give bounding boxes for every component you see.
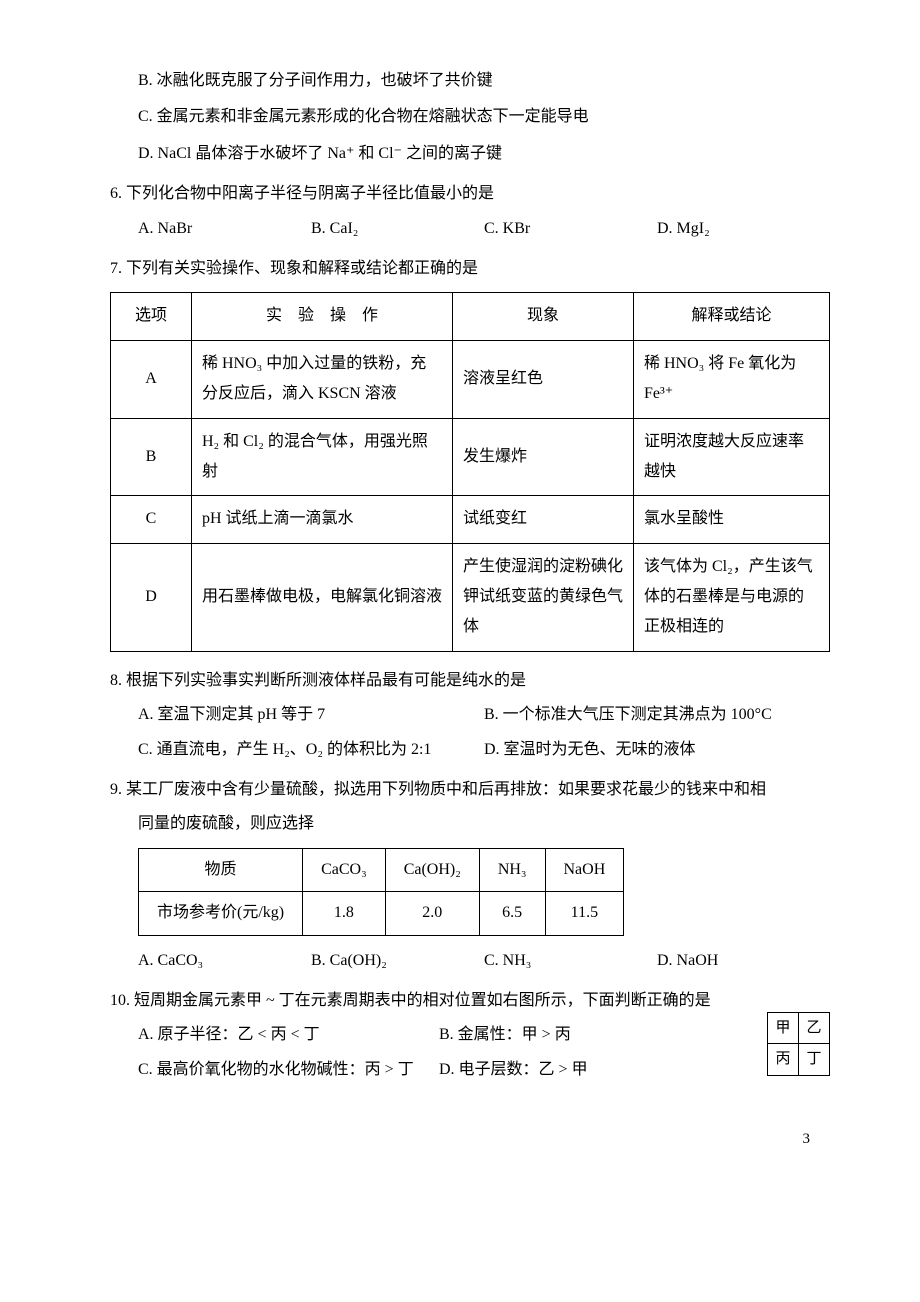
q7-table: 选项 实 验 操 作 现象 解释或结论 A 稀 HNO₃ 中加入过量的铁粉，充分… [110, 292, 830, 652]
q9-stem-line2: 同量的废硫酸，则应选择 [110, 809, 830, 839]
q7-h0: 选项 [111, 293, 192, 340]
q9-v3: 11.5 [545, 892, 624, 935]
q7-r0c0: A [111, 340, 192, 418]
q6-option-c: C. KBr [484, 214, 657, 244]
q9-v2: 6.5 [479, 892, 545, 935]
q7-r3c3: 该气体为 Cl₂，产生该气体的石墨棒是与电源的正极相连的 [634, 543, 830, 651]
q7-r2c0: C [111, 496, 192, 543]
q9-option-a: A. CaCO₃ [138, 946, 311, 976]
q6-options: A. NaBr B. CaI₂ C. KBr D. MgI₂ [138, 214, 830, 244]
q8-row1: A. 室温下测定其 pH 等于 7 B. 一个标准大气压下测定其沸点为 100°… [138, 700, 830, 730]
page-number: 3 [110, 1125, 830, 1154]
q9-table: 物质 CaCO₃ Ca(OH)₂ NH₃ NaOH 市场参考价(元/kg) 1.… [138, 848, 624, 936]
q7-r3c1: 用石墨棒做电极，电解氯化铜溶液 [192, 543, 453, 651]
q6-option-a: A. NaBr [138, 214, 311, 244]
q9-th1: CaCO₃ [303, 848, 386, 891]
q10-grid-10: 丙 [768, 1044, 799, 1076]
q9-stem-line1: 9. 某工厂废液中含有少量硫酸，拟选用下列物质中和后再排放：如果要求花最少的钱来… [110, 775, 830, 805]
q10-grid-01: 乙 [799, 1012, 830, 1044]
q7-h2: 现象 [453, 293, 634, 340]
q7-r0c1: 稀 HNO₃ 中加入过量的铁粉，充分反应后，滴入 KSCN 溶液 [192, 340, 453, 418]
q9-row-label: 市场参考价(元/kg) [139, 892, 303, 935]
q8-stem: 8. 根据下列实验事实判断所测液体样品最有可能是纯水的是 [110, 666, 830, 696]
q10-option-c: C. 最高价氧化物的水化物碱性：丙 > 丁 [138, 1055, 439, 1085]
q5-option-d: D. NaCl 晶体溶于水破坏了 Na⁺ 和 Cl⁻ 之间的离子键 [110, 139, 830, 169]
q10-grid-11: 丁 [799, 1044, 830, 1076]
q9-th3: NH₃ [479, 848, 545, 891]
q9-th2: Ca(OH)₂ [385, 848, 479, 891]
q7-r2c1: pH 试纸上滴一滴氯水 [192, 496, 453, 543]
q7-h1: 实 验 操 作 [192, 293, 453, 340]
q8-option-b: B. 一个标准大气压下测定其沸点为 100°C [484, 700, 830, 730]
q7-r2c3: 氯水呈酸性 [634, 496, 830, 543]
q10-row2: C. 最高价氧化物的水化物碱性：丙 > 丁 D. 电子层数：乙 > 甲 [138, 1055, 830, 1085]
q9-v1: 2.0 [385, 892, 479, 935]
q9-th4: NaOH [545, 848, 624, 891]
q6-option-d: D. MgI₂ [657, 214, 830, 244]
q8-row2: C. 通直流电，产生 H₂、O₂ 的体积比为 2:1 D. 室温时为无色、无味的… [138, 735, 830, 765]
q5-option-c: C. 金属元素和非金属元素形成的化合物在熔融状态下一定能导电 [110, 102, 830, 132]
q7-r1c3: 证明浓度越大反应速率越快 [634, 418, 830, 496]
q6-option-b: B. CaI₂ [311, 214, 484, 244]
q10-block: 10. 短周期金属元素甲 ~ 丁在元素周期表中的相对位置如右图所示，下面判断正确… [110, 986, 830, 1085]
q7-stem: 7. 下列有关实验操作、现象和解释或结论都正确的是 [110, 254, 830, 284]
q10-periodic-grid: 甲 乙 丙 丁 [767, 1012, 830, 1076]
q5-option-b: B. 冰融化既克服了分子间作用力，也破坏了共价键 [110, 66, 830, 96]
q7-r3c2: 产生使湿润的淀粉碘化钾试纸变蓝的黄绿色气体 [453, 543, 634, 651]
q9-option-d: D. NaOH [657, 946, 830, 976]
q10-grid-00: 甲 [768, 1012, 799, 1044]
q10-option-b: B. 金属性：甲 > 丙 [439, 1020, 740, 1050]
q9-v0: 1.8 [303, 892, 386, 935]
q7-r3c0: D [111, 543, 192, 651]
q10-option-a: A. 原子半径：乙 < 丙 < 丁 [138, 1020, 439, 1050]
q10-row1: A. 原子半径：乙 < 丙 < 丁 B. 金属性：甲 > 丙 [138, 1020, 830, 1050]
q7-r1c0: B [111, 418, 192, 496]
q9-th0: 物质 [139, 848, 303, 891]
q8-option-c: C. 通直流电，产生 H₂、O₂ 的体积比为 2:1 [138, 735, 484, 765]
q9-options: A. CaCO₃ B. Ca(OH)₂ C. NH₃ D. NaOH [138, 946, 830, 976]
q7-r0c2: 溶液呈红色 [453, 340, 634, 418]
q9-option-b: B. Ca(OH)₂ [311, 946, 484, 976]
q7-r2c2: 试纸变红 [453, 496, 634, 543]
q10-stem: 10. 短周期金属元素甲 ~ 丁在元素周期表中的相对位置如右图所示，下面判断正确… [110, 986, 830, 1016]
q8-option-d: D. 室温时为无色、无味的液体 [484, 735, 830, 765]
q7-r0c3: 稀 HNO₃ 将 Fe 氧化为 Fe³⁺ [634, 340, 830, 418]
q7-r1c1: H₂ 和 Cl₂ 的混合气体，用强光照射 [192, 418, 453, 496]
q10-option-d: D. 电子层数：乙 > 甲 [439, 1055, 740, 1085]
q7-h3: 解释或结论 [634, 293, 830, 340]
q9-option-c: C. NH₃ [484, 946, 657, 976]
q6-stem: 6. 下列化合物中阳离子半径与阴离子半径比值最小的是 [110, 179, 830, 209]
q7-r1c2: 发生爆炸 [453, 418, 634, 496]
q8-option-a: A. 室温下测定其 pH 等于 7 [138, 700, 484, 730]
